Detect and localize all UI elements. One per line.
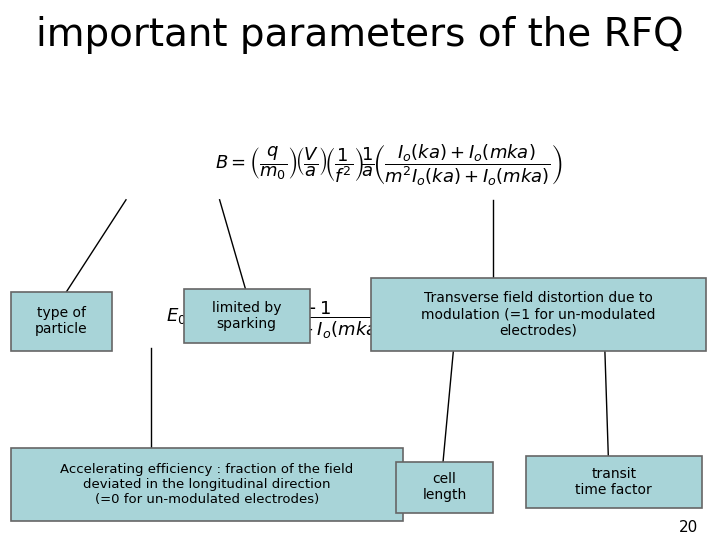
Text: Accelerating efficiency : fraction of the field
deviated in the longitudinal dir: Accelerating efficiency : fraction of th… <box>60 463 354 506</box>
FancyBboxPatch shape <box>371 278 706 351</box>
Text: $E_0 T = \dfrac{m^2-1}{m^2 I_o(ka)+I_o(mka)} \cdot V\, \dfrac{2}{\beta \cdot \la: $E_0 T = \dfrac{m^2-1}{m^2 I_o(ka)+I_o(m… <box>166 296 467 341</box>
FancyBboxPatch shape <box>396 462 493 513</box>
Text: 20: 20 <box>679 519 698 535</box>
Text: important parameters of the RFQ: important parameters of the RFQ <box>36 16 684 54</box>
Text: cell
length: cell length <box>423 472 467 502</box>
Text: transit
time factor: transit time factor <box>575 467 652 497</box>
FancyBboxPatch shape <box>184 289 310 343</box>
Text: Transverse field distortion due to
modulation (=1 for un-modulated
electrodes): Transverse field distortion due to modul… <box>421 292 655 338</box>
FancyBboxPatch shape <box>11 292 112 351</box>
Text: type of
particle: type of particle <box>35 306 88 336</box>
FancyBboxPatch shape <box>526 456 702 508</box>
Text: limited by
sparking: limited by sparking <box>212 301 282 331</box>
Text: $B = \left(\dfrac{q}{m_0}\right)\!\left(\dfrac{V}{a}\right)\!\left(\dfrac{1}{f^2: $B = \left(\dfrac{q}{m_0}\right)\!\left(… <box>215 142 562 187</box>
FancyBboxPatch shape <box>11 448 403 521</box>
